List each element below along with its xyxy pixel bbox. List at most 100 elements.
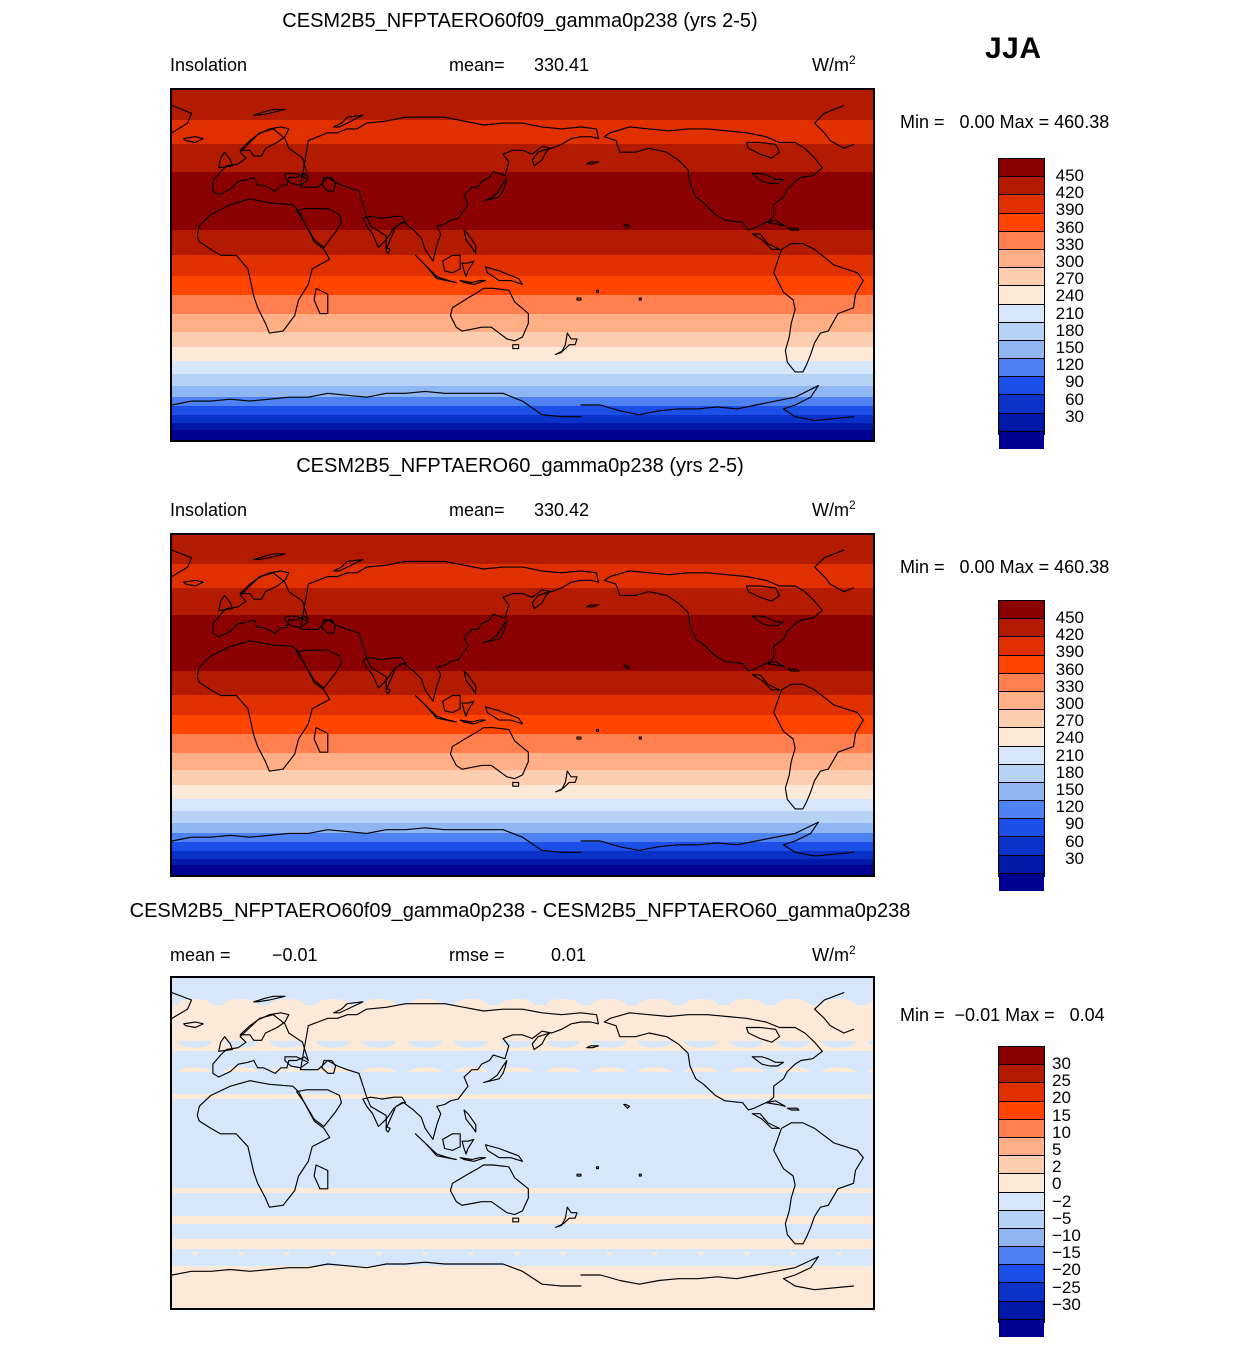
units-label: W/m2	[812, 498, 856, 520]
insolation-band	[172, 406, 873, 416]
coastline-path	[464, 1110, 476, 1132]
colorbar-tick: −15	[1052, 1243, 1081, 1263]
min-value: 0.00	[959, 112, 995, 132]
max-label: Max =	[1005, 1005, 1055, 1025]
insolation-band	[172, 331, 873, 349]
coastline-path	[604, 571, 822, 671]
coastline-path	[254, 109, 285, 115]
contour-scallop	[172, 1040, 873, 1051]
coastline-path	[240, 571, 289, 599]
coastlines-1	[172, 90, 873, 440]
coastline-path	[484, 1061, 507, 1083]
mean-label: mean=	[449, 55, 505, 75]
coastline-path	[746, 1028, 779, 1043]
insolation-band	[172, 90, 873, 121]
coastline-path	[581, 1257, 854, 1290]
colorbar-tick: 0	[1052, 1174, 1062, 1194]
coastline-path	[815, 550, 844, 592]
coastline-path	[450, 728, 528, 779]
variable-label: Insolation	[170, 55, 248, 75]
insolation-band	[172, 423, 873, 432]
panel-title: CESM2B5_NFPTAERO60f09_gamma0p238 - CESM2…	[129, 900, 911, 922]
panel-title: CESM2B5_NFPTAERO60f09_gamma0p238 (yrs 2-…	[282, 10, 758, 32]
coastline-path	[596, 730, 598, 732]
colorbar-tick: −5	[1052, 1208, 1072, 1228]
insolation-band	[172, 733, 873, 754]
colorbar-tick: 90	[1065, 814, 1084, 834]
colorbar-ticks-2: 450 420 390 360 330 300 270 240 210 180 150 120 90 60…	[1050, 609, 1084, 867]
coastline-path	[587, 162, 599, 164]
colorbar-tick: 60	[1065, 389, 1084, 409]
coastline-svg	[172, 978, 873, 1308]
colorbar-tick: −10	[1052, 1226, 1081, 1246]
coastline-path	[297, 1090, 342, 1127]
coastline-path	[363, 216, 406, 247]
coastline-path	[197, 641, 329, 771]
insolation-band	[172, 752, 873, 771]
coastline-svg	[172, 90, 873, 440]
insolation-band	[172, 694, 873, 717]
coastline-path	[604, 1013, 822, 1110]
coastline-path	[415, 696, 456, 722]
colorbar-tick: 30	[1065, 848, 1084, 868]
coastline-path	[254, 996, 285, 1002]
colorbar-tick: 150	[1055, 780, 1084, 800]
coastline-path	[314, 728, 328, 753]
coastline-path	[240, 1013, 289, 1041]
colorbar-tick: 450	[1055, 166, 1084, 185]
coastline-path	[513, 1218, 519, 1222]
colorbar-tick: 390	[1055, 642, 1084, 662]
coastline-path	[581, 822, 854, 856]
coastline-path	[322, 620, 336, 633]
colorbar-tick: 300	[1055, 694, 1084, 714]
coastline-path	[184, 1022, 203, 1028]
coastline-path	[197, 1081, 329, 1208]
insolation-band	[172, 347, 873, 363]
coastline-path	[464, 230, 476, 253]
insolation-band	[172, 314, 873, 333]
coastline-path	[766, 1101, 785, 1107]
colorbar-tick: 210	[1055, 303, 1084, 323]
colorbar-tick: 25	[1052, 1071, 1071, 1091]
colorbar-tick: −25	[1052, 1277, 1081, 1297]
colorbar-tick: −30	[1052, 1294, 1081, 1314]
coastlines-2	[172, 535, 873, 875]
min-max-row-3: Min = −0.01 Max = 0.04	[900, 1005, 1105, 1026]
coastline-path	[297, 650, 342, 688]
colorbar-tick: 360	[1055, 659, 1084, 679]
coastline-path	[556, 771, 577, 792]
colorbar-tick: 120	[1055, 355, 1084, 375]
colorbar-tick: 270	[1055, 269, 1084, 289]
colorbar-tick: 2	[1052, 1157, 1062, 1177]
coastline-path	[746, 143, 779, 159]
coastline-path	[844, 144, 854, 148]
coastline-path	[213, 573, 308, 637]
coastline-path	[184, 580, 203, 586]
coastline-path	[415, 1134, 456, 1160]
coastline-path	[462, 1139, 474, 1154]
coastline-path	[386, 688, 390, 694]
coastline-path	[219, 152, 233, 168]
coastline-path	[486, 267, 523, 285]
mean-label: mean=	[449, 500, 505, 520]
colorbar-tick: 5	[1052, 1140, 1062, 1160]
coastline-path	[184, 137, 203, 143]
coastline-path	[639, 298, 641, 300]
insolation-band	[172, 294, 873, 315]
colorbar-tick: −2	[1052, 1191, 1072, 1211]
min-max-row-1: Min = 0.00 Max = 460.38	[900, 112, 1109, 133]
coastline-path	[297, 209, 342, 248]
contour-scallop	[172, 1065, 873, 1073]
insolation-band	[172, 386, 873, 398]
colorbar-tick: 390	[1055, 200, 1084, 220]
coastline-path	[596, 1167, 598, 1169]
coastline-path	[604, 127, 822, 230]
coastline-path	[386, 248, 390, 254]
coastline-path	[556, 333, 577, 354]
coastline-path	[443, 255, 461, 273]
coastline-path	[334, 115, 363, 127]
contour-scallop	[172, 1093, 873, 1099]
insolation-bands-2	[172, 535, 873, 875]
colorbar-tick: 180	[1055, 762, 1084, 782]
max-label: Max =	[999, 557, 1050, 577]
